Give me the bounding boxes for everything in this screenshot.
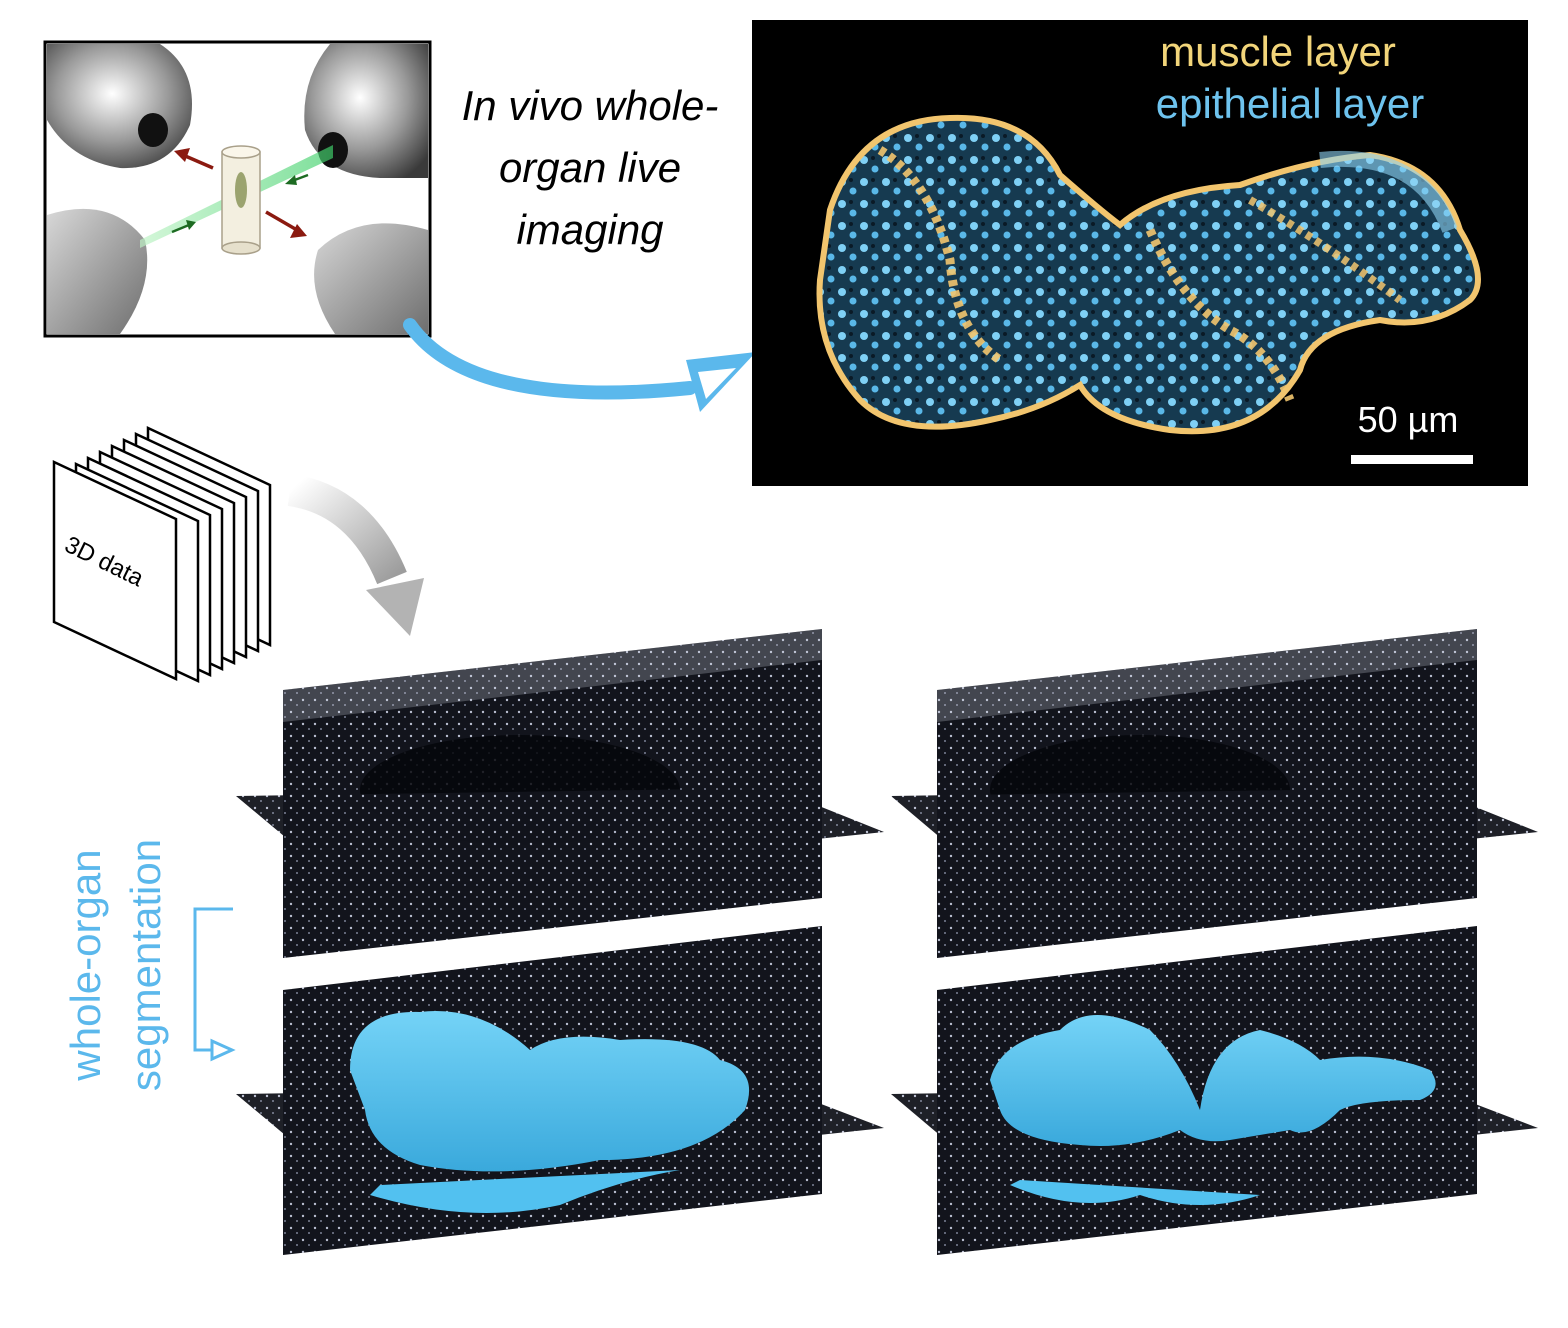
objective-top-left [47, 44, 192, 169]
caption-line-2: organ live [499, 144, 681, 191]
segmentation-arrow [193, 907, 236, 1062]
sample-capillary [221, 145, 261, 255]
segmentation-mesh-right [990, 1015, 1436, 1146]
scale-bar [1351, 455, 1473, 464]
objective-bottom-left [47, 208, 148, 334]
slice-view-segmented-right [891, 926, 1538, 1255]
microscope-schematic [43, 40, 432, 338]
emission-arrow-right [285, 173, 309, 185]
imaging-caption: In vivo whole- organ live imaging [462, 82, 719, 253]
motion-arrow-top-left [174, 148, 214, 170]
slice-view-segmented-left [236, 926, 884, 1255]
excitation-arrow-left [171, 220, 196, 234]
legend-muscle-layer: muscle layer [1160, 28, 1396, 75]
scale-bar-label: 50 µm [1358, 399, 1459, 440]
segmentation-label-line-1: whole-organ [62, 849, 109, 1081]
fluorescence-panel: muscle layer epithelial layer 50 µm [752, 20, 1528, 486]
motion-arrow-bottom-right [265, 210, 307, 238]
segmentation-mesh-left [350, 1011, 750, 1172]
organ-fluorescence [816, 114, 1481, 435]
slice-view-raw-right [891, 629, 1538, 958]
caption-line-1: In vivo whole- [462, 82, 719, 129]
objective-bottom-right [314, 223, 428, 334]
caption-line-3: imaging [516, 206, 663, 253]
segmentation-label: whole-organ segmentation [62, 839, 169, 1091]
segmentation-mesh-right-underside [1010, 1180, 1260, 1205]
flow-arrow-gray [287, 474, 424, 636]
slice-view-raw-left [236, 629, 884, 958]
data-stack: 3D data [52, 426, 272, 683]
data-stack-front-sheet [52, 460, 178, 681]
legend-epithelial-layer: epithelial layer [1156, 80, 1425, 127]
flow-arrow-blue [403, 318, 756, 412]
segmentation-label-line-2: segmentation [122, 839, 169, 1091]
segmentation-mesh-left-underside [370, 1170, 680, 1213]
sample-embryo [235, 172, 247, 208]
